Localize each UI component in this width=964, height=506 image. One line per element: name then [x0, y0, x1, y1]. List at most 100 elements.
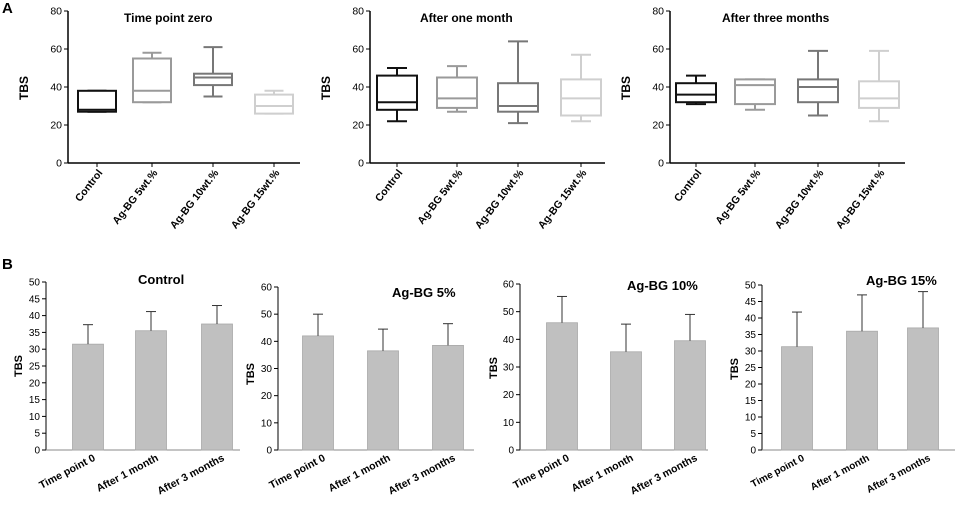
x-tick-label: After 1 month	[327, 452, 393, 495]
y-tick-label: 0	[266, 446, 272, 457]
x-tick-label: Control	[73, 167, 105, 204]
y-tick-label: 20	[29, 378, 41, 389]
y-axis-label: TBS	[619, 76, 633, 100]
bar-3	[432, 345, 464, 451]
y-tick-label: 50	[261, 310, 273, 321]
y-tick-label: 20	[503, 390, 515, 401]
chart-4: Control TBS 0 5 10 15 20 25 30 35 40 45 50 Time point…	[13, 272, 240, 497]
chart-title: Ag-BG 15%	[866, 273, 937, 288]
box-4	[858, 49, 900, 123]
y-tick-label: 0	[750, 446, 756, 457]
chart-2: After one month TBS 0 20 40 60 80 Control Ag-BG …	[319, 6, 605, 231]
x-tick-label: After 3 months	[155, 452, 226, 497]
x-tick-label: Time point 0	[511, 452, 571, 492]
bar-1	[72, 343, 104, 451]
x-tick-label: Ag-BG 5wt.%	[415, 167, 465, 227]
y-tick-label: 30	[745, 347, 757, 358]
y-tick-label: 40	[352, 82, 364, 94]
y-tick-label: 50	[745, 281, 757, 292]
panel-a-label: A	[2, 0, 13, 17]
y-tick-label: 0	[358, 158, 364, 170]
y-tick-label: 60	[352, 44, 364, 56]
y-tick-label: 0	[56, 158, 62, 170]
box-3	[193, 46, 233, 98]
box-body	[436, 76, 478, 109]
y-tick-label: 60	[503, 280, 515, 291]
y-tick-label: 40	[652, 82, 664, 94]
y-tick-label: 40	[261, 337, 273, 348]
y-tick-label: 0	[508, 446, 514, 457]
x-tick-label: Time point 0	[267, 452, 327, 492]
y-tick-label: 10	[503, 418, 515, 429]
box-body	[376, 74, 418, 111]
x-tick-label: After 3 months	[386, 452, 457, 497]
y-tick-label: 80	[352, 6, 364, 18]
y-tick-label: 20	[652, 120, 664, 132]
y-tick-label: 25	[29, 362, 41, 373]
y-tick-label: 50	[503, 307, 515, 318]
y-tick-label: 5	[34, 429, 40, 440]
y-tick-label: 30	[261, 364, 273, 375]
bar-1	[546, 322, 578, 451]
bar-3	[201, 323, 233, 451]
x-tick-label: After 1 month	[570, 452, 636, 495]
box-body	[797, 78, 839, 104]
x-tick-label: Ag-BG 10wt.%	[168, 167, 222, 231]
y-tick-label: 60	[261, 283, 273, 294]
y-tick-label: 20	[50, 120, 62, 132]
y-tick-label: 30	[29, 345, 41, 356]
x-tick-label: Ag-BG 5wt.%	[713, 167, 763, 227]
chart-7: Ag-BG 15% TBS 0 5 10 15 20 25 30 35 40 45 50 Time poi…	[729, 273, 955, 496]
bar-2	[846, 330, 878, 451]
box-3	[497, 40, 539, 125]
box-1	[376, 67, 418, 123]
box-2	[436, 65, 478, 113]
y-tick-label: 60	[50, 44, 62, 56]
panel-b-label: B	[2, 256, 13, 273]
box-3	[797, 49, 839, 117]
y-tick-label: 40	[50, 82, 62, 94]
chart-title: Time point zero	[124, 11, 212, 25]
y-axis-label: TBS	[245, 363, 257, 385]
y-tick-label: 15	[745, 396, 757, 407]
box-body	[193, 72, 233, 87]
chart-title: After three months	[722, 11, 830, 25]
bar-2	[367, 350, 399, 451]
y-tick-label: 45	[29, 294, 41, 305]
x-tick-label: After 1 month	[809, 453, 872, 493]
x-tick-label: Time point 0	[37, 452, 97, 492]
x-tick-label: Ag-BG 15wt.%	[834, 167, 888, 231]
box-body	[132, 57, 172, 104]
y-tick-label: 20	[352, 120, 364, 132]
bar-3	[674, 340, 706, 451]
x-tick-label: Ag-BG 10wt.%	[773, 167, 827, 231]
box-2	[132, 51, 172, 104]
x-tick-label: Ag-BG 15wt.%	[536, 167, 590, 231]
y-tick-label: 50	[29, 278, 41, 289]
y-tick-label: 30	[503, 363, 515, 374]
bar-1	[781, 346, 813, 451]
x-tick-label: Ag-BG 15wt.%	[229, 167, 283, 231]
box-body	[497, 82, 539, 113]
y-tick-label: 35	[745, 330, 757, 341]
y-tick-label: 40	[745, 314, 757, 325]
chart-title: After one month	[420, 11, 513, 25]
y-axis-label: TBS	[488, 357, 500, 379]
y-tick-label: 45	[745, 297, 757, 308]
y-axis-label: TBS	[17, 76, 31, 100]
chart-3: After three months TBS 0 20 40 60 80 Control Ag-…	[619, 6, 905, 231]
y-tick-label: 60	[652, 44, 664, 56]
y-tick-label: 0	[34, 446, 40, 457]
y-tick-label: 25	[745, 363, 757, 374]
chart-title: Ag-BG 10%	[627, 278, 698, 293]
box-1	[675, 74, 717, 106]
x-tick-label: After 3 months	[865, 453, 933, 496]
y-tick-label: 20	[745, 380, 757, 391]
box-body	[77, 89, 117, 113]
box-body	[254, 93, 294, 115]
x-tick-label: Control	[373, 167, 405, 204]
x-tick-label: After 1 month	[95, 452, 161, 495]
box-1	[77, 89, 117, 113]
